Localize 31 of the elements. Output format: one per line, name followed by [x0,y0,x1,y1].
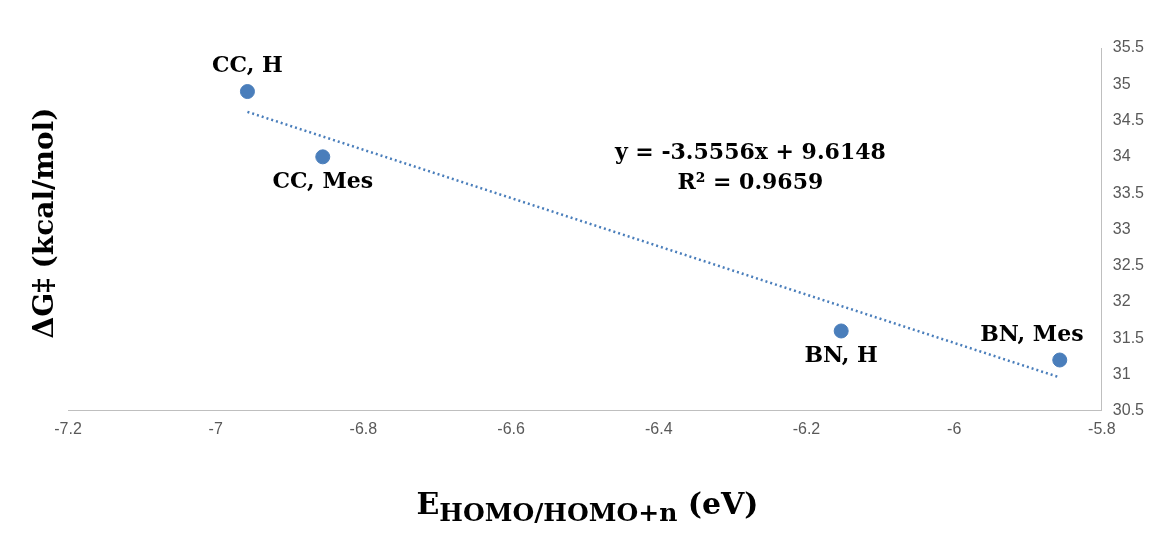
annotation: y = -3.5556x + 9.6148 [613,137,886,164]
y-tick-label: 34 [1112,147,1131,165]
point [1052,352,1068,368]
annotation: BN, Mes [980,319,1084,346]
y-tick-label: 32.5 [1112,256,1145,274]
annotation: R² = 0.9659 [677,167,824,194]
y-tick-label: 32 [1112,292,1131,310]
annotation: CC, H [212,51,283,78]
y-tick-label: 31.5 [1112,328,1145,346]
y-tick-label: 33.5 [1112,183,1145,201]
y-tick-label: 34.5 [1112,110,1145,128]
point [239,84,255,100]
x-tick-label: -6 [947,419,962,437]
x-tick-label: -7.2 [54,419,82,437]
x-axis-title: E$_{HOMO/HOMO+n}$ (eV) [415,486,760,527]
y-tick-label: 35.5 [1112,38,1145,56]
x-tick-label: -6.4 [644,419,673,437]
y-tick-label: 33 [1112,219,1131,237]
x-tick-label: -6.2 [792,419,821,437]
y-tick-label: 35 [1112,74,1131,92]
x-tick-label: -6.6 [497,419,525,437]
x-tick-label: -5.8 [1088,419,1116,437]
x-tick-label: -7 [208,419,223,437]
y-tick-label: 30.5 [1112,401,1145,419]
point [833,323,849,339]
y-axis-title: ΔG‡ (kcal/mol) [26,107,60,339]
annotation: BN, H [804,340,878,367]
y-tick-label: 31 [1112,364,1131,382]
annotation: CC, Mes [272,166,374,193]
x-tick-label: -6.8 [349,419,378,437]
point [315,149,331,165]
